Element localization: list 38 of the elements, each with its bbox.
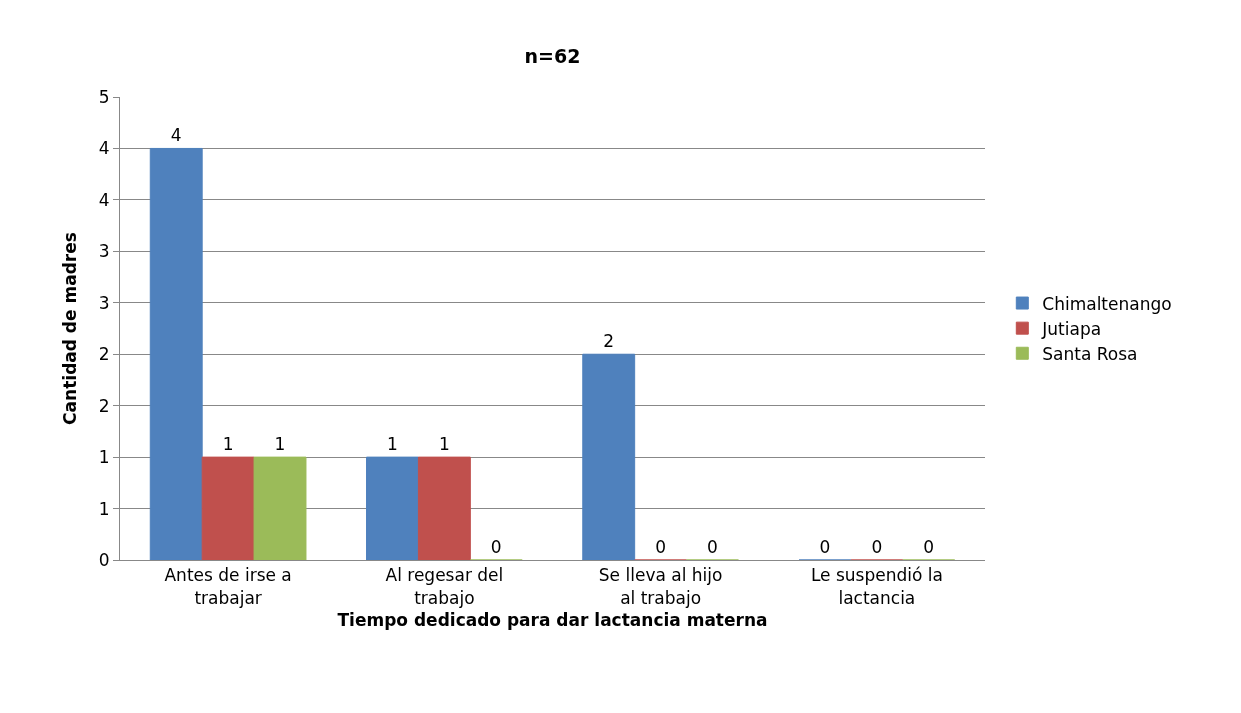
y-tick-label: 4	[98, 138, 110, 159]
data-label: 1	[274, 434, 286, 455]
y-tick-label: 1	[98, 498, 110, 519]
legend-label: Chimaltenango	[1042, 293, 1172, 314]
y-tick-label: 3	[98, 241, 110, 262]
x-tick-label: Al regesar del trabajo	[385, 565, 504, 608]
y-tick-label: 4	[98, 189, 110, 210]
y-tick-label: 1	[98, 447, 110, 468]
y-axis-title: Cantidad de madres	[60, 232, 80, 425]
y-tick-label: 0	[98, 549, 110, 570]
y-tick-label: 3	[98, 292, 110, 313]
data-label: 0	[923, 537, 935, 557]
y-tick-label: 2	[98, 395, 110, 416]
data-label: 1	[438, 434, 450, 455]
x-tick-label: Antes de irse a trabajar	[164, 565, 292, 608]
data-label: 0	[871, 537, 883, 557]
x-axis-title: Tiempo dedicado para dar lactancia materna	[337, 609, 768, 630]
chart-title: n=62	[524, 45, 581, 68]
data-label: 0	[490, 537, 502, 557]
legend-label: Jutiapa	[1041, 318, 1102, 339]
data-label: 1	[222, 434, 234, 455]
data-label: 1	[387, 434, 398, 455]
legend-label: Santa Rosa	[1042, 343, 1138, 364]
y-tick-label: 5	[98, 86, 110, 107]
data-label: 2	[603, 331, 615, 352]
y-tick-label: 2	[98, 344, 110, 365]
data-label: 0	[655, 537, 667, 557]
bar	[582, 353, 636, 560]
bar	[417, 456, 471, 560]
data-label: 0	[819, 537, 831, 557]
data-label: 0	[707, 537, 718, 557]
bar	[253, 456, 307, 560]
bar	[201, 456, 255, 560]
bar	[366, 456, 419, 560]
data-label: 4	[170, 125, 182, 146]
x-tick-label: Se lleva al hijo al trabajo	[598, 565, 723, 608]
bar	[149, 147, 203, 560]
x-tick-label: Le suspendió la lactancia	[810, 565, 943, 608]
